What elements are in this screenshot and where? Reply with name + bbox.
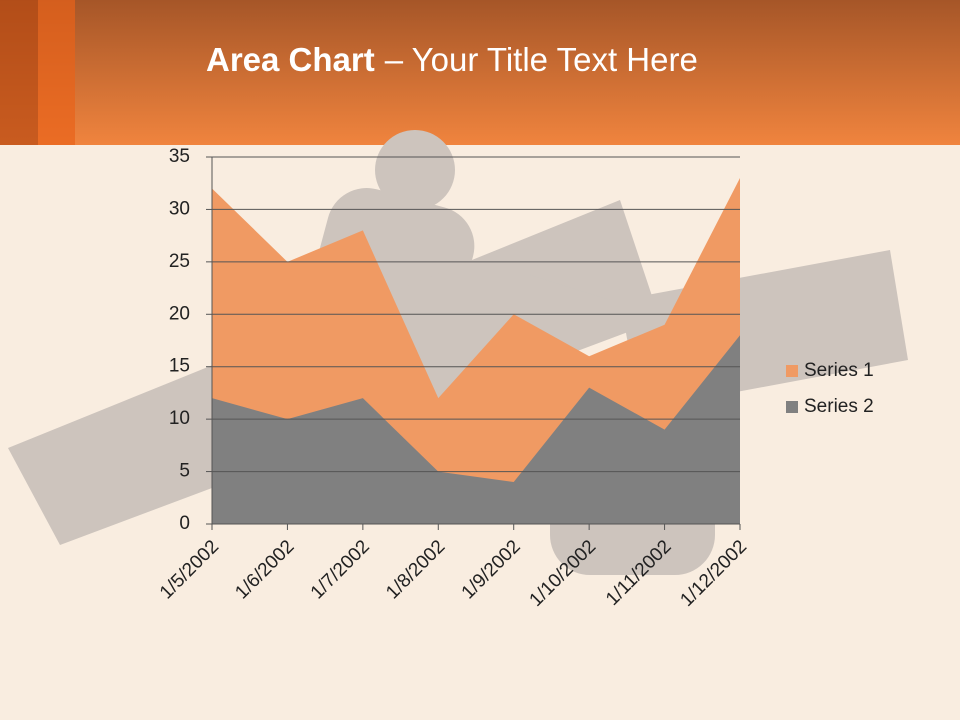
- y-tick-label: 25: [169, 251, 190, 272]
- y-tick-label: 10: [169, 408, 190, 429]
- title-bold: Area Chart: [206, 41, 375, 78]
- y-tick-label: 5: [179, 461, 190, 482]
- bag-top: [530, 238, 633, 300]
- y-tick-label: 15: [169, 356, 190, 377]
- figure-head: [375, 130, 455, 210]
- header-accent: [0, 0, 38, 145]
- legend-label: Series 1: [804, 360, 874, 381]
- y-tick-label: 30: [169, 198, 190, 219]
- chart-title: Area Chart – Your Title Text Here: [206, 41, 698, 78]
- legend-swatch: [786, 401, 798, 413]
- header-accent: [38, 0, 75, 145]
- title-rest: – Your Title Text Here: [385, 41, 698, 78]
- y-tick-label: 20: [169, 303, 190, 324]
- area: [212, 335, 740, 524]
- y-tick-label: 0: [179, 513, 190, 534]
- legend-label: Series 2: [804, 396, 874, 417]
- header-band: [0, 0, 960, 145]
- y-tick-label: 35: [169, 146, 190, 167]
- legend-swatch: [786, 365, 798, 377]
